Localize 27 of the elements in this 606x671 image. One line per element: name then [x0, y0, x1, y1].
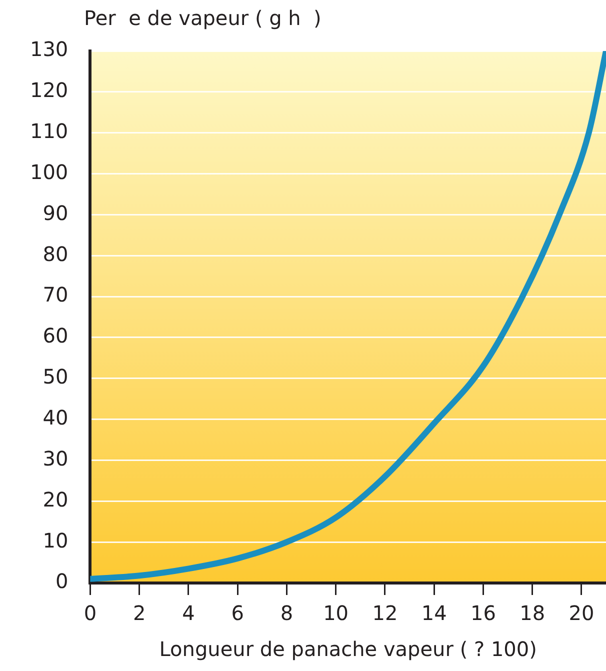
y-tick-label: 60 [42, 324, 68, 348]
x-tick-label: 16 [470, 601, 496, 626]
y-tick-label: 50 [42, 364, 68, 389]
x-tick-label: 12 [372, 601, 398, 626]
y-tick-label: 120 [30, 78, 68, 102]
x-tick-label: 20 [568, 601, 594, 626]
x-tick-label: 6 [231, 601, 244, 626]
x-tick-label: 8 [280, 601, 294, 626]
y-tick-label: 130 [30, 37, 68, 62]
y-tick-label: 110 [30, 119, 68, 144]
y-tick-label: 90 [42, 200, 68, 225]
y-tick-label: 0 [55, 569, 68, 594]
x-tick-label: 0 [84, 601, 97, 626]
x-tick-label: 4 [182, 601, 195, 626]
y-tick-label: 30 [42, 446, 68, 470]
y-axis-title: Per e de vapeur ( g h ) [84, 6, 322, 30]
x-tick-label: 18 [520, 601, 546, 626]
x-tick-label: 10 [323, 601, 349, 626]
y-tick-label: 40 [42, 406, 68, 430]
y-tick-label: 10 [42, 528, 68, 552]
x-axis-title: Longueur de panache vapeur ( ? 100) [159, 637, 537, 662]
y-tick-label: 20 [42, 487, 68, 512]
y-tick-label: 100 [30, 160, 68, 184]
x-tick-label: 14 [421, 601, 447, 626]
y-tick-label: 80 [42, 242, 68, 266]
x-tick-label: 2 [132, 601, 146, 626]
y-tick-label: 70 [42, 282, 68, 307]
